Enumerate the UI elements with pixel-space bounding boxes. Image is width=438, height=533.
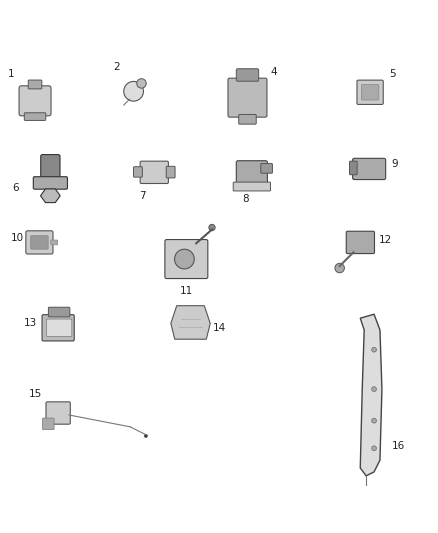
Text: 5: 5 — [389, 69, 396, 79]
Circle shape — [137, 79, 146, 88]
FancyBboxPatch shape — [24, 113, 46, 120]
FancyBboxPatch shape — [33, 177, 67, 189]
Text: 6: 6 — [12, 183, 19, 192]
Text: 2: 2 — [113, 62, 120, 72]
Circle shape — [372, 348, 376, 352]
FancyBboxPatch shape — [237, 161, 267, 186]
FancyBboxPatch shape — [26, 231, 53, 254]
Text: 1: 1 — [7, 69, 14, 79]
Text: 15: 15 — [28, 389, 42, 399]
FancyBboxPatch shape — [350, 161, 357, 175]
FancyBboxPatch shape — [28, 80, 42, 89]
FancyBboxPatch shape — [31, 236, 48, 249]
Polygon shape — [360, 314, 382, 476]
FancyBboxPatch shape — [166, 166, 175, 178]
Text: 11: 11 — [180, 286, 193, 296]
FancyBboxPatch shape — [239, 115, 256, 124]
FancyBboxPatch shape — [165, 239, 208, 279]
FancyBboxPatch shape — [41, 155, 60, 180]
FancyBboxPatch shape — [261, 164, 272, 173]
Circle shape — [174, 249, 194, 269]
Circle shape — [372, 446, 376, 450]
Circle shape — [372, 418, 376, 423]
FancyBboxPatch shape — [46, 402, 70, 424]
FancyBboxPatch shape — [237, 69, 258, 81]
Text: 16: 16 — [392, 441, 405, 451]
FancyBboxPatch shape — [42, 418, 54, 430]
FancyBboxPatch shape — [233, 182, 270, 191]
Circle shape — [144, 434, 148, 438]
Text: 9: 9 — [391, 159, 398, 168]
FancyBboxPatch shape — [228, 78, 267, 117]
FancyBboxPatch shape — [353, 158, 385, 180]
Polygon shape — [171, 306, 210, 339]
Circle shape — [335, 263, 344, 273]
FancyBboxPatch shape — [42, 314, 74, 341]
Circle shape — [372, 387, 376, 392]
FancyBboxPatch shape — [48, 307, 70, 317]
Text: 14: 14 — [212, 323, 226, 333]
FancyBboxPatch shape — [361, 85, 379, 100]
Text: 12: 12 — [379, 235, 392, 245]
FancyBboxPatch shape — [357, 80, 383, 104]
Text: 7: 7 — [139, 191, 146, 201]
Text: 4: 4 — [270, 67, 277, 77]
Text: 13: 13 — [24, 318, 37, 328]
Text: 10: 10 — [11, 233, 24, 243]
FancyBboxPatch shape — [51, 240, 58, 245]
Circle shape — [209, 224, 215, 231]
FancyBboxPatch shape — [19, 86, 51, 116]
Circle shape — [124, 82, 143, 101]
FancyBboxPatch shape — [140, 161, 168, 183]
Polygon shape — [40, 189, 60, 203]
Text: 8: 8 — [242, 193, 249, 204]
FancyBboxPatch shape — [46, 319, 72, 336]
FancyBboxPatch shape — [134, 167, 142, 177]
FancyBboxPatch shape — [346, 231, 374, 254]
